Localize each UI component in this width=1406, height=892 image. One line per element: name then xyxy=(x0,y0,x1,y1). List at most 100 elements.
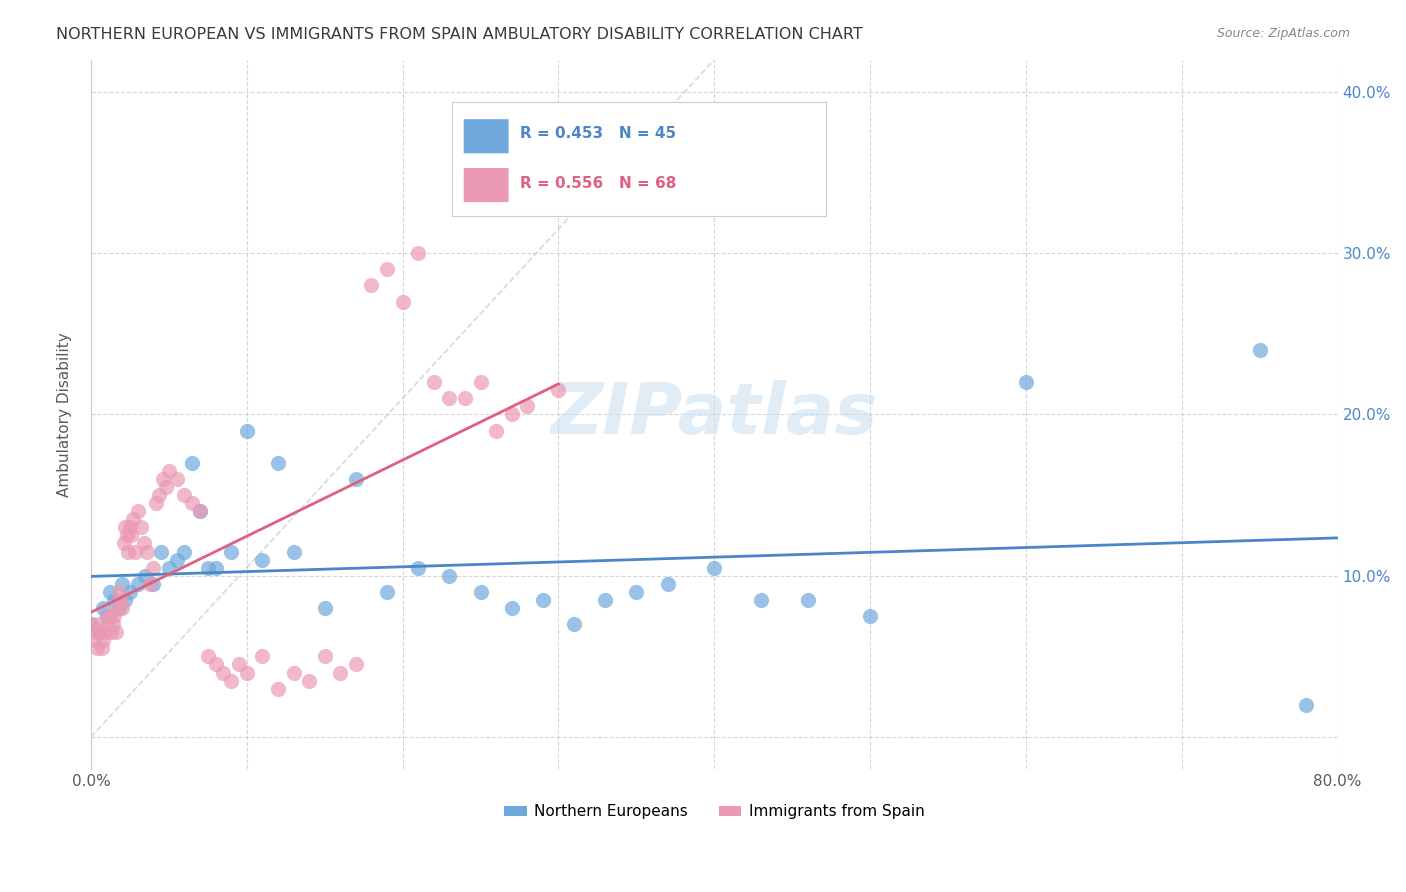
Point xyxy=(219,673,242,688)
Point xyxy=(166,472,188,486)
Point xyxy=(181,496,204,510)
Point xyxy=(547,384,569,398)
Point xyxy=(98,585,121,599)
Point xyxy=(127,576,149,591)
Point xyxy=(298,673,321,688)
Point xyxy=(703,560,725,574)
Point xyxy=(84,625,107,640)
Point xyxy=(406,560,429,574)
Point xyxy=(197,560,219,574)
Point xyxy=(173,488,195,502)
Point xyxy=(114,520,136,534)
Text: ZIPatlas: ZIPatlas xyxy=(551,380,877,449)
Point xyxy=(501,408,523,422)
Point xyxy=(283,665,305,680)
Point xyxy=(375,262,398,277)
Point xyxy=(516,400,538,414)
Point xyxy=(439,568,461,582)
Point xyxy=(204,560,226,574)
Point xyxy=(797,593,820,607)
Point xyxy=(112,536,135,550)
Point xyxy=(859,609,882,624)
Point xyxy=(749,593,772,607)
Point xyxy=(173,544,195,558)
Point xyxy=(562,617,585,632)
Point xyxy=(94,625,117,640)
Point xyxy=(87,625,110,640)
Point xyxy=(1249,343,1271,357)
Point xyxy=(314,649,336,664)
Point xyxy=(107,601,129,615)
Point xyxy=(136,544,159,558)
Point xyxy=(108,601,131,615)
Point xyxy=(132,536,155,550)
Point xyxy=(111,576,134,591)
Point xyxy=(117,544,139,558)
Point xyxy=(252,649,274,664)
Legend: Northern Europeans, Immigrants from Spain: Northern Europeans, Immigrants from Spai… xyxy=(498,798,931,825)
Point xyxy=(127,504,149,518)
Point xyxy=(204,657,226,672)
Point xyxy=(90,641,112,656)
Point xyxy=(80,617,103,632)
Point xyxy=(212,665,235,680)
Point xyxy=(501,601,523,615)
Point xyxy=(344,472,367,486)
Point xyxy=(423,375,446,389)
Point xyxy=(124,544,146,558)
Text: NORTHERN EUROPEAN VS IMMIGRANTS FROM SPAIN AMBULATORY DISABILITY CORRELATION CHA: NORTHERN EUROPEAN VS IMMIGRANTS FROM SPA… xyxy=(56,27,863,42)
Point xyxy=(188,504,211,518)
Point xyxy=(98,609,121,624)
Point xyxy=(115,528,138,542)
Point xyxy=(134,568,156,582)
Point xyxy=(360,278,382,293)
Point xyxy=(157,560,180,574)
Point xyxy=(108,585,131,599)
Point xyxy=(96,609,118,624)
Point xyxy=(111,601,134,615)
Point xyxy=(439,392,461,406)
Point xyxy=(152,472,174,486)
Point xyxy=(139,576,162,591)
Point xyxy=(329,665,352,680)
Point xyxy=(228,657,250,672)
Point xyxy=(83,633,105,648)
Point xyxy=(142,560,165,574)
Point xyxy=(391,294,413,309)
Point xyxy=(148,488,170,502)
Point xyxy=(142,576,165,591)
Point xyxy=(114,593,136,607)
Point xyxy=(188,504,211,518)
Point xyxy=(267,456,290,470)
Point xyxy=(657,576,679,591)
Point xyxy=(157,464,180,478)
Point xyxy=(1015,375,1038,389)
Point xyxy=(375,585,398,599)
Point xyxy=(104,625,127,640)
Point xyxy=(344,657,367,672)
Point xyxy=(454,392,477,406)
Point xyxy=(181,456,204,470)
Point xyxy=(110,593,132,607)
Point xyxy=(118,585,141,599)
Point xyxy=(219,544,242,558)
Point xyxy=(236,665,259,680)
Point xyxy=(166,552,188,566)
Text: Source: ZipAtlas.com: Source: ZipAtlas.com xyxy=(1216,27,1350,40)
Point xyxy=(470,375,492,389)
Point xyxy=(96,617,118,632)
Point xyxy=(129,520,152,534)
Point xyxy=(150,544,173,558)
Point xyxy=(118,520,141,534)
Point xyxy=(1295,698,1317,712)
Point xyxy=(145,496,167,510)
Point xyxy=(267,681,290,696)
Point xyxy=(120,528,142,542)
Point xyxy=(531,593,554,607)
Point xyxy=(122,512,145,526)
Point xyxy=(406,246,429,260)
Point xyxy=(470,585,492,599)
Point xyxy=(89,625,111,640)
Point xyxy=(236,424,259,438)
Y-axis label: Ambulatory Disability: Ambulatory Disability xyxy=(58,332,72,497)
